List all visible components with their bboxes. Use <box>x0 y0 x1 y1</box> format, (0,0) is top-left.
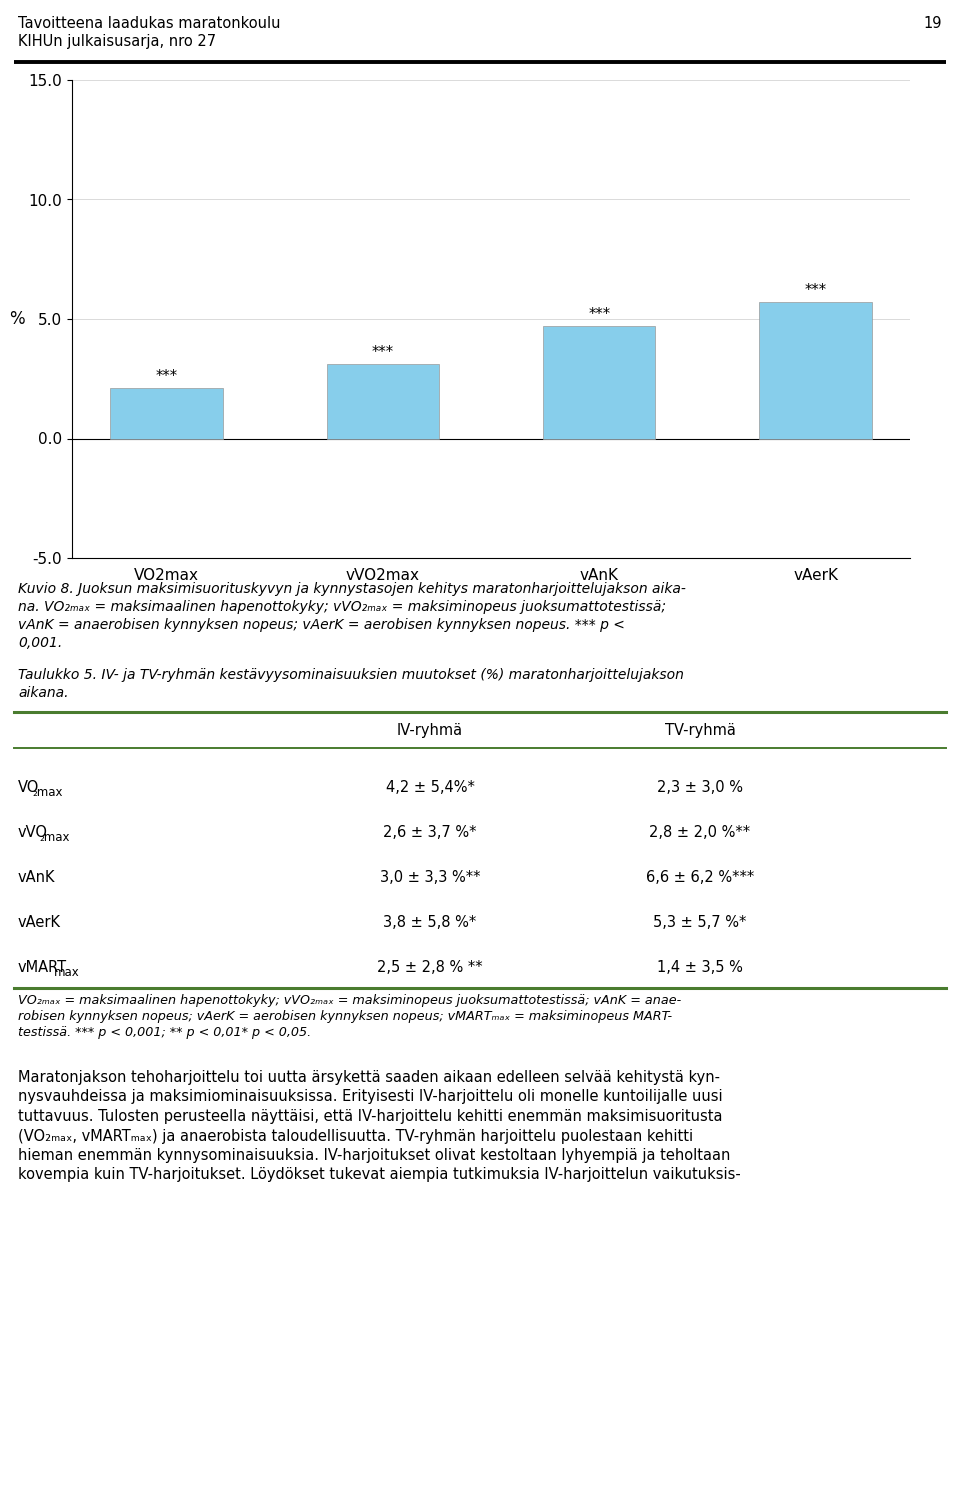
Text: KIHUn julkaisusarja, nro 27: KIHUn julkaisusarja, nro 27 <box>18 35 216 50</box>
Text: aikana.: aikana. <box>18 687 68 700</box>
Text: 4,2 ± 5,4%*: 4,2 ± 5,4%* <box>386 780 474 795</box>
Text: ***: *** <box>156 369 178 384</box>
Text: vAnK = anaerobisen kynnyksen nopeus; vAerK = aerobisen kynnyksen nopeus. *** p <: vAnK = anaerobisen kynnyksen nopeus; vAe… <box>18 617 625 633</box>
Text: ₂max: ₂max <box>33 786 63 798</box>
Text: 6,6 ± 6,2 %***: 6,6 ± 6,2 %*** <box>646 869 755 884</box>
Text: Tavoitteena laadukas maratonkoulu: Tavoitteena laadukas maratonkoulu <box>18 17 280 32</box>
Text: 2,8 ± 2,0 %**: 2,8 ± 2,0 %** <box>649 824 751 839</box>
Y-axis label: %: % <box>10 310 25 328</box>
Text: tuttavuus. Tulosten perusteella näyttäisi, että IV-harjoittelu kehitti enemmän m: tuttavuus. Tulosten perusteella näyttäis… <box>18 1108 723 1123</box>
Text: 0,001.: 0,001. <box>18 636 62 651</box>
Text: vMART: vMART <box>18 959 67 974</box>
Text: 2,5 ± 2,8 % **: 2,5 ± 2,8 % ** <box>377 959 483 974</box>
Text: nysvauhdeissa ja maksimiominaisuuksissa. Erityisesti IV-harjoittelu oli monelle : nysvauhdeissa ja maksimiominaisuuksissa.… <box>18 1089 723 1104</box>
Text: vVO: vVO <box>18 824 48 839</box>
Text: 19: 19 <box>924 17 942 32</box>
Bar <box>759 303 872 438</box>
Text: robisen kynnyksen nopeus; vAerK = aerobisen kynnyksen nopeus; vMARTₘₐₓ = maksimi: robisen kynnyksen nopeus; vAerK = aerobi… <box>18 1011 672 1023</box>
Text: 1,4 ± 3,5 %: 1,4 ± 3,5 % <box>657 959 743 974</box>
Text: VO₂ₘₐₓ = maksimaalinen hapenottokyky; vVO₂ₘₐₓ = maksiminopeus juoksumattotestiss: VO₂ₘₐₓ = maksimaalinen hapenottokyky; vV… <box>18 994 682 1008</box>
Text: ***: *** <box>804 283 827 298</box>
Text: 2,3 ± 3,0 %: 2,3 ± 3,0 % <box>657 780 743 795</box>
Text: Kuvio 8. Juoksun maksimisuorituskyvyn ja kynnystasojen kehitys maratonharjoittel: Kuvio 8. Juoksun maksimisuorituskyvyn ja… <box>18 581 685 596</box>
Text: IV-ryhmä: IV-ryhmä <box>396 723 463 738</box>
Text: na. VO₂ₘₐₓ = maksimaalinen hapenottokyky; vVO₂ₘₐₓ = maksiminopeus juoksumattotes: na. VO₂ₘₐₓ = maksimaalinen hapenottokyky… <box>18 599 666 614</box>
Bar <box>543 327 656 438</box>
Text: 2,6 ± 3,7 %*: 2,6 ± 3,7 %* <box>383 824 477 839</box>
Text: TV-ryhmä: TV-ryhmä <box>664 723 735 738</box>
Text: kovempia kuin TV-harjoitukset. Löydökset tukevat aiempia tutkimuksia IV-harjoitt: kovempia kuin TV-harjoitukset. Löydökset… <box>18 1167 741 1182</box>
Text: 5,3 ± 5,7 %*: 5,3 ± 5,7 %* <box>654 914 747 929</box>
Text: 3,8 ± 5,8 %*: 3,8 ± 5,8 %* <box>383 914 476 929</box>
Bar <box>110 389 223 438</box>
Text: VO: VO <box>18 780 39 795</box>
Text: max: max <box>54 965 80 979</box>
Text: hieman enemmän kynnysominaisuuksia. IV-harjoitukset olivat kestoltaan lyhyempiä : hieman enemmän kynnysominaisuuksia. IV-h… <box>18 1148 731 1163</box>
Text: vAnK: vAnK <box>18 869 56 884</box>
Text: 3,0 ± 3,3 %**: 3,0 ± 3,3 %** <box>380 869 480 884</box>
Text: testissä. *** p < 0,001; ** p < 0,01* p < 0,05.: testissä. *** p < 0,001; ** p < 0,01* p … <box>18 1026 311 1039</box>
Text: (VO₂ₘₐₓ, vMARTₘₐₓ) ja anaerobista taloudellisuutta. TV-ryhmän harjoittelu puoles: (VO₂ₘₐₓ, vMARTₘₐₓ) ja anaerobista taloud… <box>18 1128 693 1143</box>
Text: Taulukko 5. IV- ja TV-ryhmän kestävyysominaisuuksien muutokset (%) maratonharjoi: Taulukko 5. IV- ja TV-ryhmän kestävyysom… <box>18 669 684 682</box>
Text: vAerK: vAerK <box>18 914 61 929</box>
Text: ₂max: ₂max <box>39 830 70 843</box>
Text: Maratonjakson tehoharjoittelu toi uutta ärsykettä saaden aikaan edelleen selvää : Maratonjakson tehoharjoittelu toi uutta … <box>18 1069 720 1084</box>
Text: ***: *** <box>588 307 611 322</box>
Text: ***: *** <box>372 345 394 360</box>
Bar <box>326 364 439 438</box>
